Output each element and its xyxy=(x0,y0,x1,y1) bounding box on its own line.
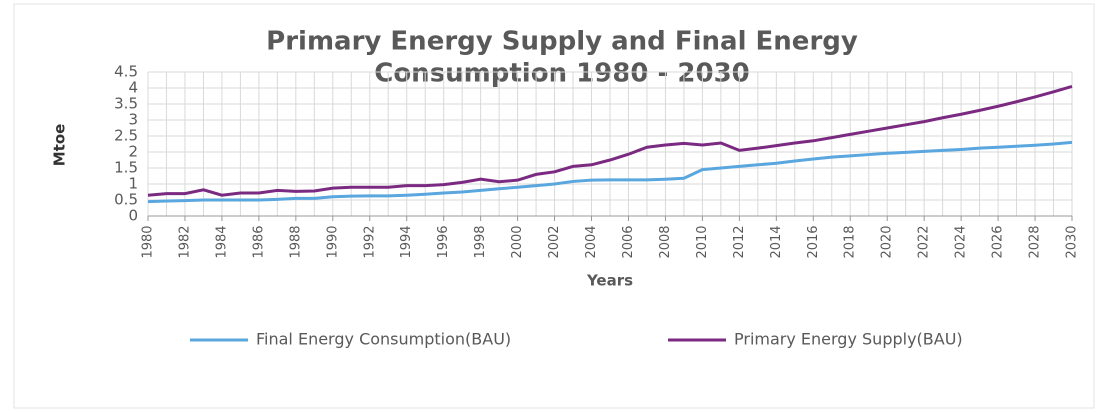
chart-title: Consumption 1980 - 2030 xyxy=(374,59,750,89)
x-tick-label: 1994 xyxy=(399,225,414,258)
x-tick-label: 2028 xyxy=(1028,225,1043,258)
x-tick-label: 2020 xyxy=(880,225,895,258)
x-tick-label: 2008 xyxy=(658,225,673,258)
x-tick-label: 1984 xyxy=(214,225,229,258)
y-axis-label: Mtoe xyxy=(51,124,69,167)
x-tick-label: 1980 xyxy=(141,225,156,258)
legend-label: Primary Energy Supply(BAU) xyxy=(734,330,963,349)
x-tick-label: 2026 xyxy=(991,225,1006,258)
x-tick-label: 2022 xyxy=(917,225,932,258)
chart-frame xyxy=(13,3,1095,409)
x-tick-label: 1996 xyxy=(436,225,451,258)
x-tick-label: 2000 xyxy=(510,225,525,258)
y-tick-label: 1.5 xyxy=(114,159,138,177)
x-tick-label: 1990 xyxy=(325,225,340,258)
series-line xyxy=(147,84,1073,197)
series-line xyxy=(147,140,1073,204)
x-tick-label: 1982 xyxy=(177,225,192,258)
x-tick-label: 1992 xyxy=(362,225,377,258)
x-axis-label: Years xyxy=(586,272,633,290)
x-tick-label: 2012 xyxy=(732,225,747,258)
x-tick-label: 2030 xyxy=(1065,225,1080,258)
x-tick-label: 2024 xyxy=(954,225,969,258)
y-tick-label: 1 xyxy=(128,175,138,193)
x-tick-label: 2018 xyxy=(843,225,858,258)
x-tick-label: 2016 xyxy=(806,225,821,258)
x-tick-label: 1986 xyxy=(251,225,266,258)
y-tick-label: 2.5 xyxy=(114,127,138,145)
y-tick-label: 3 xyxy=(128,111,138,129)
y-tick-label: 3.5 xyxy=(114,95,138,113)
x-tick-label: 2010 xyxy=(695,225,710,258)
x-tick-label: 1988 xyxy=(288,225,303,258)
x-tick-label: 2002 xyxy=(547,225,562,258)
x-tick-label: 1998 xyxy=(473,225,488,258)
y-tick-label: 4.5 xyxy=(114,63,138,81)
y-tick-label: 0 xyxy=(128,207,138,225)
y-tick-label: 4 xyxy=(128,79,138,97)
y-tick-label: 2 xyxy=(128,143,138,161)
legend-label: Final Energy Consumption(BAU) xyxy=(256,330,511,349)
x-tick-label: 2006 xyxy=(621,225,636,258)
chart-title: Primary Energy Supply and Final Energy xyxy=(266,27,858,57)
x-tick-label: 2014 xyxy=(769,225,784,258)
y-tick-label: 0.5 xyxy=(114,191,138,209)
x-tick-label: 2004 xyxy=(584,225,599,258)
